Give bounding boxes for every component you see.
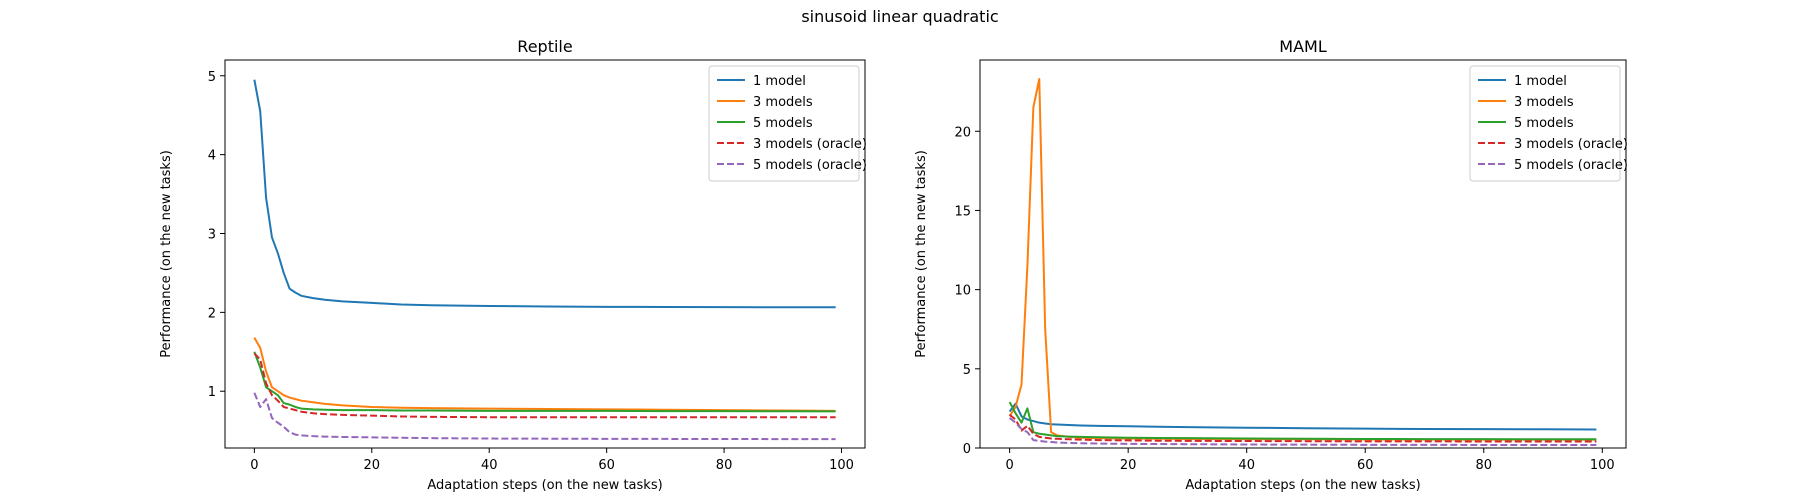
y-tick-label: 5	[208, 70, 216, 85]
legend-label: 5 models	[1514, 116, 1574, 131]
y-axis-label: Performance (on the new tasks)	[159, 150, 174, 358]
legend-label: 5 models	[753, 116, 813, 131]
x-axis-label: Adaptation steps (on the new tasks)	[427, 478, 662, 493]
legend-label: 1 model	[753, 74, 806, 89]
legend: 1 model 3 models 5 models 3 models (oracle)…	[1469, 65, 1628, 182]
y-tick-label: 5	[963, 363, 971, 378]
y-tick-label: 4	[208, 149, 216, 164]
y-tick-label: 20	[954, 125, 971, 140]
legend-label: 5 models (oracle)	[1514, 158, 1628, 173]
y-tick-label: 3	[208, 227, 216, 242]
legend-box	[1469, 65, 1621, 182]
y-tick-label: 1	[208, 385, 216, 400]
y-axis-label: Performance (on the new tasks)	[914, 150, 929, 358]
plot-frame	[224, 59, 866, 449]
x-axis-label: Adaptation steps (on the new tasks)	[1185, 478, 1420, 493]
y-tick-label: 0	[963, 442, 971, 457]
x-tick-label: 60	[1357, 458, 1374, 473]
x-tick-label: 100	[1590, 458, 1615, 473]
legend-label: 3 models	[1514, 95, 1574, 110]
x-tick-label: 40	[1238, 458, 1255, 473]
legend-label: 3 models (oracle)	[753, 137, 867, 152]
series-line-5-models	[1008, 401, 1597, 441]
legend-box	[708, 65, 860, 182]
y-tick-label: 15	[954, 204, 971, 219]
x-tick-label: 20	[1120, 458, 1137, 473]
series-line-1-model	[1008, 402, 1597, 431]
x-tick-label: 0	[1005, 458, 1013, 473]
x-tick-label: 20	[364, 458, 381, 473]
series-line-3-models-oracle	[1009, 413, 1597, 443]
legend-label: 3 models (oracle)	[1514, 137, 1628, 152]
series-line-5-models-oracle	[1009, 417, 1597, 446]
legend-label: 3 models	[753, 95, 813, 110]
legend-label: 1 model	[1514, 74, 1567, 89]
series-line-3-models-oracle	[253, 352, 836, 419]
x-tick-label: 100	[829, 458, 854, 473]
figure-title: sinusoid linear quadratic	[801, 7, 998, 26]
series-line-1-model	[253, 79, 836, 309]
chart-reptile: Reptile 0 20 40 60 80 100 1 2 3 4 5 Adaptation steps…	[159, 37, 867, 493]
x-tick-label: 80	[1475, 458, 1492, 473]
legend: 1 model 3 models 5 models 3 models (oracle)…	[708, 65, 867, 182]
x-tick-label: 80	[716, 458, 733, 473]
series-line-3-models	[253, 337, 836, 412]
plot-frame	[979, 59, 1627, 449]
x-tick-label: 0	[250, 458, 258, 473]
x-tick-label: 40	[481, 458, 498, 473]
chart-title: MAML	[1279, 37, 1327, 56]
series-line-5-models	[253, 351, 836, 413]
chart-title: Reptile	[517, 37, 572, 56]
chart-maml: MAML 0 20 40 60 80 100 0 5 10 15 20 Adaptation steps…	[914, 37, 1628, 493]
y-tick-label: 10	[954, 284, 971, 299]
series-line-5-models-oracle	[253, 392, 836, 441]
legend-label: 5 models (oracle)	[753, 158, 867, 173]
y-tick-label: 2	[208, 306, 216, 321]
x-tick-label: 60	[598, 458, 615, 473]
